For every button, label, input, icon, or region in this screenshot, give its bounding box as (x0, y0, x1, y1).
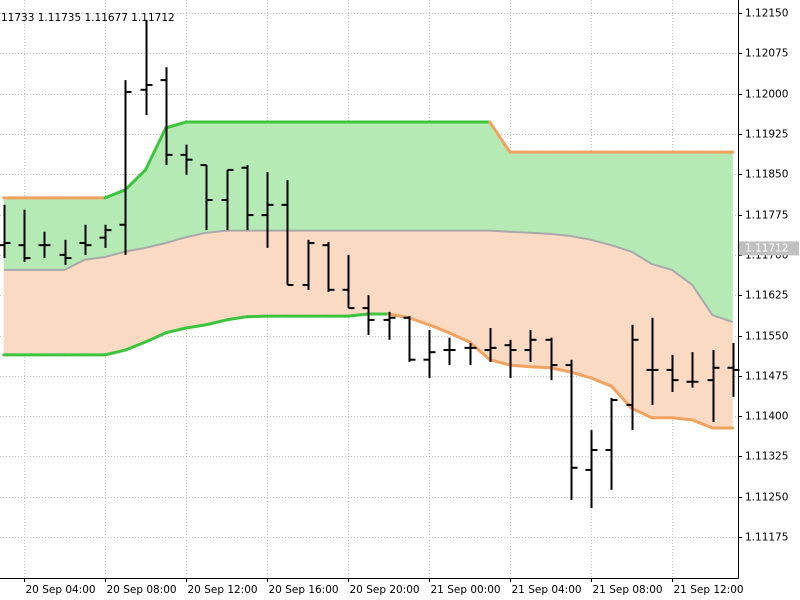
y-tick-label: 1.11550 (745, 331, 788, 343)
x-tick-label: 20 Sep 16:00 (269, 584, 339, 596)
x-tick-label: 21 Sep 00:00 (431, 584, 501, 596)
lower-line-segment (204, 318, 228, 327)
y-tick-label: 1.11175 (745, 532, 788, 544)
x-tick-label: 21 Sep 04:00 (512, 584, 582, 596)
bars (0, 19, 740, 509)
lower-line-segment (589, 376, 613, 388)
lower-line-segment (144, 331, 168, 344)
lower-line-segment (346, 312, 370, 318)
x-tick-label: 21 Sep 08:00 (593, 584, 663, 596)
lower-line-segment (184, 323, 208, 330)
lower-line-segment (103, 348, 127, 357)
lower-line-segment (528, 365, 552, 370)
y-tick-label: 1.11475 (745, 371, 788, 383)
lower-line-segment (508, 363, 532, 369)
lower-line-segment (569, 370, 593, 380)
x-tick-label: 21 Sep 12:00 (674, 584, 744, 596)
lower-line-segment (123, 340, 147, 352)
lower-line-segment (164, 326, 188, 335)
upper-line-segment (103, 188, 127, 200)
current-price-label: 1.11712 (745, 242, 788, 254)
lower-line-segment (670, 416, 694, 422)
ohlc-header: 11733 1.11735 1.11677 1.11712 (1, 12, 175, 24)
y-tick-label: 1.12000 (745, 89, 788, 101)
upper-line-segment (488, 120, 512, 154)
y-tick-label: 1.11625 (745, 290, 788, 302)
lower-line-segment (447, 331, 471, 344)
y-tick-label: 1.11325 (745, 451, 788, 463)
upper-line-segment (164, 120, 188, 130)
current-price-box (739, 241, 799, 256)
lower-line-segment (468, 340, 492, 362)
x-tick-label: 20 Sep 20:00 (350, 584, 420, 596)
y-tick-label: 1.11775 (745, 210, 788, 222)
x-tick-label: 20 Sep 04:00 (26, 584, 96, 596)
lower-line-segment (630, 406, 654, 420)
lower-line-segment (427, 323, 451, 335)
y-tick-label: 1.11250 (745, 492, 788, 504)
y-tick-label: 1.11925 (745, 129, 788, 141)
lower-line-segment (690, 418, 714, 430)
lower-line-segment (549, 366, 573, 374)
y-tick-label: 1.11850 (745, 169, 788, 181)
lower-cloud-fill (3, 230, 733, 428)
y-tick-label: 1.12075 (745, 48, 788, 60)
y-tick-label: 1.11400 (745, 411, 788, 423)
x-tick-label: 20 Sep 12:00 (188, 584, 258, 596)
y-tick-label: 1.12150 (745, 8, 788, 20)
lower-line-segment (245, 314, 269, 319)
upper-line-segment (144, 126, 168, 172)
lower-line-segment (225, 315, 249, 322)
upper-line-segment (123, 168, 147, 192)
lower-line-segment (488, 358, 512, 367)
x-tick-label: 20 Sep 08:00 (107, 584, 177, 596)
lower-line-segment (407, 316, 431, 327)
